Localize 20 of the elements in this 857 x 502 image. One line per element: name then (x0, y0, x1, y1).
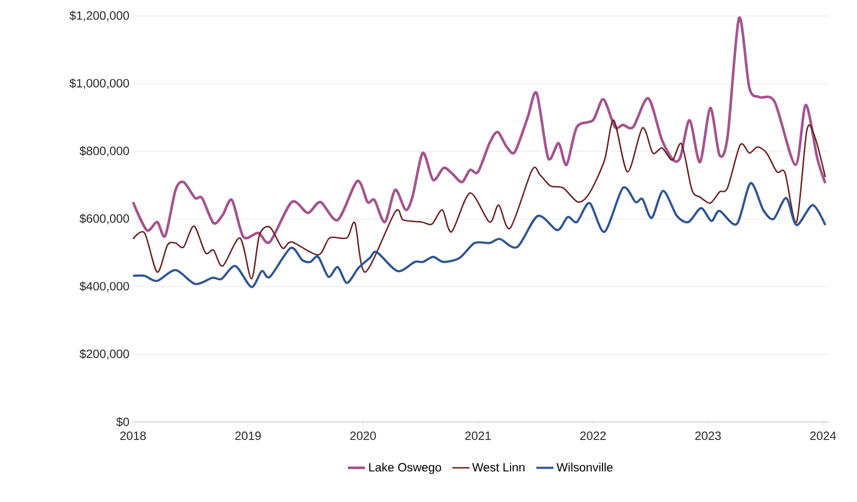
x-tick-label: 2023 (695, 432, 721, 440)
y-tick-label: $600,000 (80, 214, 129, 224)
y-tick-label: $200,000 (80, 349, 129, 360)
x-tick-label: 2021 (465, 432, 491, 440)
x-tick-label: 2020 (350, 432, 376, 440)
line-series (132, 182, 826, 288)
y-tick-label: $0 (116, 417, 130, 427)
y-tick-label: $1,200,000 (70, 10, 129, 22)
line-series (132, 119, 826, 280)
y-tick-label: $1,000,000 (70, 78, 129, 89)
x-tick-label: 2019 (235, 432, 261, 440)
line-series (132, 16, 827, 244)
x-tick-label: 2018 (120, 432, 146, 440)
x-tick-label: 2024 (810, 432, 836, 440)
y-tick-label: $400,000 (80, 281, 129, 292)
legend-label: Lake Oswego (369, 462, 442, 474)
legend-label: West Linn (472, 462, 524, 472)
y-tick-label: $800,000 (80, 146, 129, 157)
legend-label: Wilsonville (556, 462, 613, 472)
x-tick-label: 2022 (580, 432, 606, 440)
